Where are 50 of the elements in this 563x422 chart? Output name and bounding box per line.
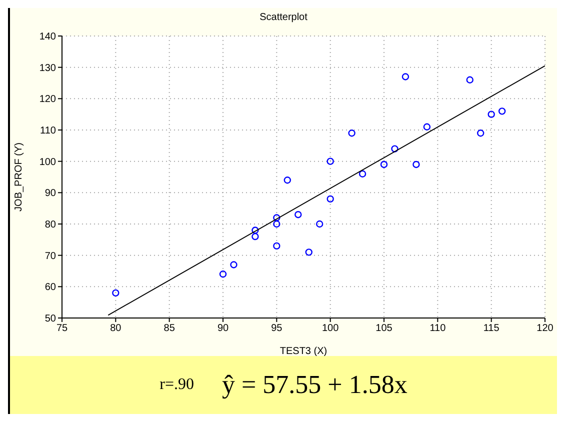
point (380, 160, 388, 168)
x-tick-label: 75 (56, 323, 68, 334)
point (273, 214, 280, 222)
x-tick-label: 115 (483, 323, 500, 334)
point (488, 110, 495, 118)
x-tick-label: 80 (110, 323, 122, 334)
point (252, 226, 259, 234)
point (284, 176, 291, 184)
y-tick-label: 110 (40, 126, 56, 137)
point (498, 108, 506, 115)
point (412, 160, 420, 168)
point (219, 270, 227, 278)
y-tick-label: 50 (44, 314, 56, 325)
point (326, 158, 334, 165)
point (305, 248, 312, 256)
point (391, 145, 398, 152)
y-axis-title: JOB_PROF (Y) (14, 142, 25, 212)
point (294, 211, 302, 218)
x-tick-label: 95 (271, 323, 283, 334)
y-tick-label: 120 (39, 94, 56, 106)
x-tick-label: 105 (376, 323, 393, 334)
point (273, 242, 280, 250)
point (252, 232, 259, 240)
point (230, 261, 238, 268)
point (348, 130, 356, 137)
y-tick-label: 70 (44, 250, 56, 262)
y-tick-label: 60 (44, 282, 56, 294)
x-axis-title: TEST3 (X) (280, 346, 328, 357)
point (402, 73, 410, 80)
point (112, 289, 120, 297)
point (358, 170, 366, 178)
point (423, 123, 431, 130)
point (477, 130, 484, 137)
y-tick-label: 90 (44, 188, 56, 200)
text: r=.90 (160, 376, 194, 394)
y-tick-label: 100 (39, 156, 56, 168)
point (273, 220, 280, 228)
x-tick-label: 90 (217, 323, 229, 334)
point (316, 220, 324, 228)
y-tick-label: 140 (39, 32, 56, 43)
x-tick-label: 120 (536, 323, 554, 334)
text: ŷ = 57.55 + 1.58x (222, 370, 408, 400)
point (466, 76, 474, 84)
x-tick-label: 100 (322, 323, 340, 334)
y-tick-label: 80 (44, 220, 56, 231)
y-tick-label: 130 (39, 62, 56, 74)
x-tick-label: 85 (164, 323, 176, 334)
point (326, 195, 334, 203)
x-tick-label: 110 (430, 323, 446, 334)
chart-title: Scatterplot (258, 11, 308, 25)
